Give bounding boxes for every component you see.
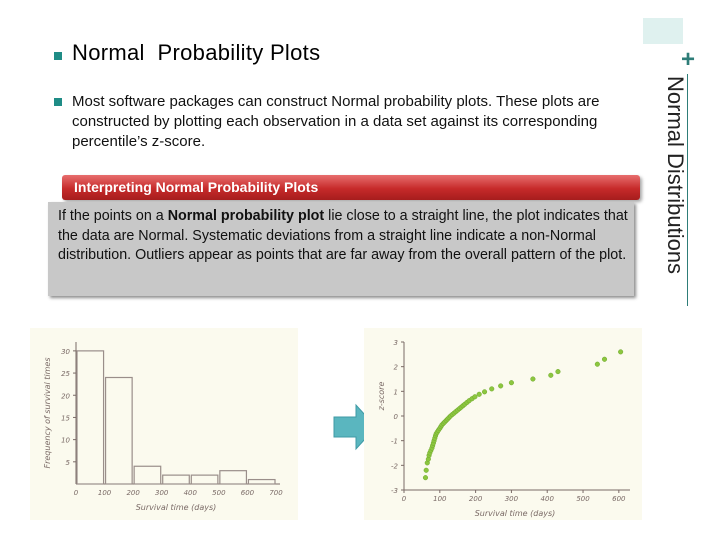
x-tick-label: 600	[612, 495, 626, 503]
data-point	[548, 372, 554, 378]
x-axis-label: Survival time (days)	[475, 509, 556, 518]
side-divider	[687, 74, 688, 306]
x-tick-label: 500	[212, 489, 226, 497]
x-tick-label: 600	[241, 489, 255, 497]
histogram-bar	[76, 350, 105, 485]
title-prefix: Normal	[72, 40, 145, 65]
corner-accent	[643, 18, 683, 44]
box-body-end: lie close to a straight line, the plot i…	[58, 208, 628, 263]
y-tick-label: -2	[391, 462, 399, 470]
x-tick-label: 100	[98, 489, 112, 497]
y-tick-label: 5	[66, 459, 71, 467]
y-tick-label: 0	[394, 413, 399, 421]
data-point	[422, 475, 429, 481]
y-tick-label: 2	[394, 364, 399, 372]
data-point	[423, 467, 429, 473]
data-point	[594, 361, 600, 367]
x-tick-label: 400	[184, 489, 198, 497]
y-tick-label: -1	[391, 438, 398, 446]
slide-title: Normal Probability Plots	[72, 40, 320, 66]
data-point	[555, 369, 561, 375]
y-tick-label: -3	[391, 487, 398, 495]
histogram-bar	[219, 470, 248, 485]
data-point	[472, 394, 478, 400]
title-rest: Probability Plots	[157, 40, 321, 65]
histogram-bar	[162, 474, 190, 485]
box-body-start: If the points on a	[58, 208, 168, 224]
data-point	[618, 349, 624, 355]
side-title: Normal Distributions	[663, 76, 688, 275]
data-point	[482, 389, 488, 395]
x-tick-label: 300	[155, 489, 169, 497]
data-point	[476, 391, 482, 397]
x-tick-label: 200	[126, 489, 140, 497]
y-axis-label: Frequency of survival times	[43, 357, 52, 468]
x-tick-label: 400	[541, 495, 555, 503]
x-axis-label: Survival time (days)	[136, 503, 217, 512]
y-axis-label: z-score	[377, 382, 386, 412]
x-tick-label: 700	[269, 489, 283, 497]
normal-probability-chart: 0 100 200 300 400 500 600 -3 -2 -1 0 1 2 3 Survival ti…	[377, 339, 630, 518]
box-body-bold: Normal probability plot	[167, 208, 325, 224]
box-body: If the points on a Normal probability pl…	[48, 202, 634, 296]
plus-mark: +	[681, 46, 696, 73]
y-tick-label: 30	[61, 348, 70, 356]
box-header: Interpreting Normal Probability Plots	[62, 175, 640, 200]
data-point	[601, 356, 608, 362]
x-tick-label: 300	[505, 495, 519, 503]
box-header-text: Interpreting Normal Probability Plots	[74, 179, 319, 195]
x-tick-label: 0	[402, 495, 407, 503]
data-point	[530, 376, 536, 382]
histogram-bar	[133, 465, 162, 485]
x-tick-label: 200	[469, 495, 483, 503]
y-tick-label: 20	[61, 392, 70, 400]
x-tick-label: 0	[74, 489, 79, 497]
y-tick-label: 10	[61, 437, 70, 445]
histogram-bar	[247, 478, 276, 485]
y-tick-label: 1	[394, 388, 398, 396]
y-tick-label: 25	[61, 370, 70, 378]
data-point	[489, 386, 495, 392]
y-tick-label: 3	[394, 339, 398, 347]
data-point	[508, 380, 514, 386]
normal-plot-panel: 0 100 200 300 400 500 600 -3 -2 -1 0 1 2 3 Survival ti…	[364, 328, 642, 520]
title-bullet-icon	[54, 52, 62, 60]
data-point	[498, 383, 504, 389]
histogram-panel: 0 100 200 300 400 500 600 700 5 10 15 20 25 30 Surviva…	[30, 328, 298, 520]
histogram-chart: 0 100 200 300 400 500 600 700 5 10 15 20 25 30 Surviva…	[43, 342, 283, 512]
x-tick-label: 500	[576, 495, 590, 503]
box-body-text: If the points on a Normal probability pl…	[58, 207, 630, 266]
histogram-bar	[190, 474, 219, 485]
y-tick-label: 15	[61, 414, 70, 422]
bullet-text: Most software packages can construct Nor…	[72, 93, 600, 150]
x-tick-label: 100	[433, 495, 447, 503]
body-bullet-icon	[54, 98, 62, 106]
histogram-bar	[104, 376, 133, 485]
